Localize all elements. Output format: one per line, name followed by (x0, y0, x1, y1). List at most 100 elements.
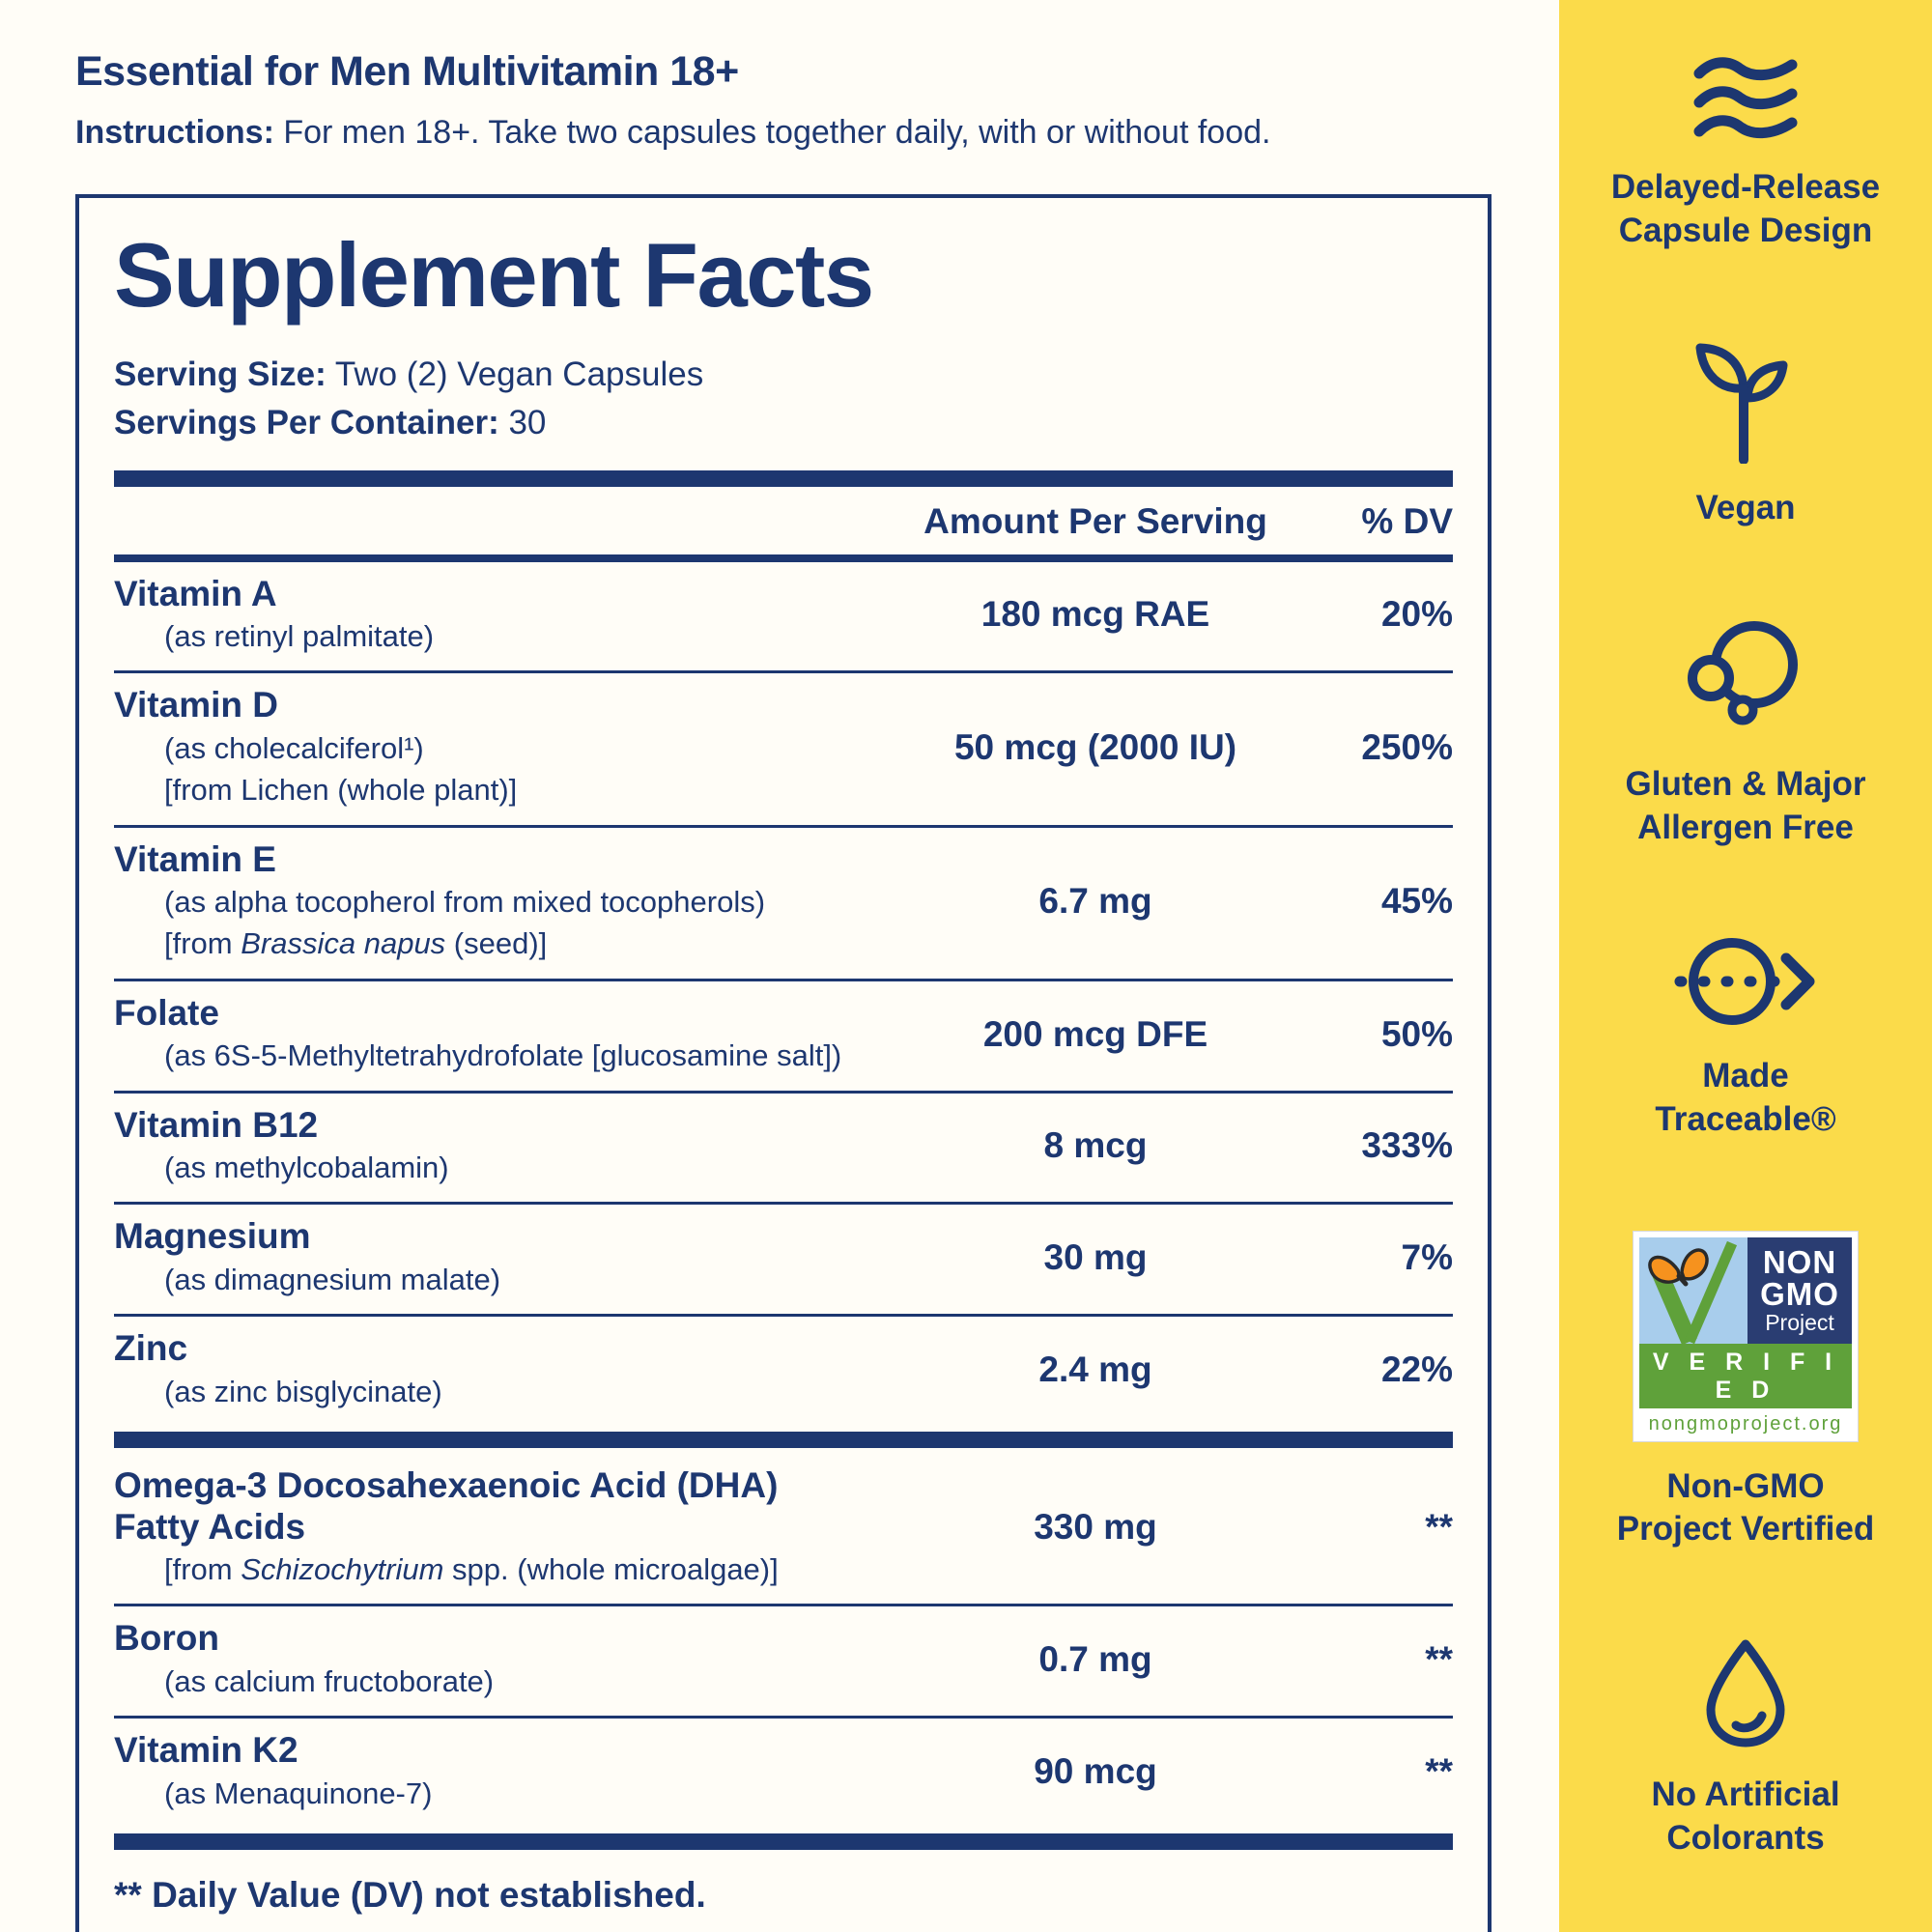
product-title: Essential for Men Multivitamin 18+ (75, 48, 739, 95)
feature-delayed-release: Delayed-Release Capsule Design (1611, 54, 1880, 253)
nutrient-name: Omega-3 Docosahexaenoic Acid (DHA) Fatty… (114, 1465, 779, 1547)
non-gmo-badge-line2: GMO (1760, 1276, 1839, 1313)
table-header-row: Amount Per Serving % DV (114, 487, 1453, 554)
feature-no-artificial-colorants: No Artificial Colorants (1651, 1636, 1840, 1861)
nutrient-amount: 90 mcg (1034, 1751, 1157, 1792)
nutrient-detail: (as zinc bisglycinate) (164, 1374, 442, 1408)
nutrient-detail: (as dimagnesium malate) (164, 1262, 501, 1296)
nutrient-row: Vitamin B12 (as methylcobalamin) 8 mcg 333% (114, 1090, 1453, 1203)
table-bottom-bar (114, 1833, 1453, 1851)
nutrient-name-cell: Boron (as calcium fructoborate) (114, 1618, 883, 1701)
serving-size-line: Serving Size: Two (2) Vegan Capsules (114, 351, 1453, 399)
non-gmo-badge-verified-band: V E R I F I E D (1638, 1343, 1852, 1408)
nutrient-detail: [from Schizochytrium spp. (whole microal… (164, 1552, 779, 1587)
nutrient-dv: 7% (1401, 1237, 1453, 1278)
linked-circles-icon (1688, 621, 1798, 725)
dv-footnote: ** Daily Value (DV) not established. (114, 1875, 706, 1916)
instructions-label: Instructions: (75, 114, 274, 151)
nutrient-row: Boron (as calcium fructoborate) 0.7 mg ** (114, 1604, 1453, 1716)
feature-label-gluten-free: Gluten & Major Allergen Free (1625, 765, 1866, 847)
serving-size-label: Serving Size: (114, 355, 327, 394)
nutrient-dv: ** (1425, 1507, 1453, 1548)
feature-label-vegan: Vegan (1695, 488, 1796, 526)
nutrient-amount: 2.4 mg (1038, 1350, 1152, 1390)
nutrient-name: Vitamin K2 (114, 1730, 298, 1771)
nutrient-detail: (as 6S-5-Methyltetrahydrofolate [glucosa… (164, 1038, 842, 1073)
non-gmo-badge-url: nongmoproject.org (1648, 1412, 1843, 1435)
nutrient-dv: ** (1425, 1639, 1453, 1680)
nutrient-detail: (as retinyl palmitate) (164, 619, 435, 654)
nutrient-rows: Vitamin A (as retinyl palmitate) 180 mcg R… (114, 562, 1453, 1829)
nutrient-dv: 20% (1380, 594, 1453, 635)
serving-size-value: Two (2) Vegan Capsules (326, 355, 704, 394)
feature-label-no-artificial-colorants: No Artificial Colorants (1651, 1776, 1840, 1857)
non-gmo-badge-line1: NON (1762, 1244, 1837, 1281)
nutrient-row: Vitamin A (as retinyl palmitate) 180 mcg R… (114, 562, 1453, 671)
nutrient-detail: (as alpha tocopherol from mixed tocopher… (164, 885, 766, 920)
nutrient-row: Vitamin E (as alpha tocopherol from mixed… (114, 824, 1453, 979)
nutrient-row: Zinc (as zinc bisglycinate) 2.4 mg 22% (114, 1314, 1453, 1426)
amount-column-header: Amount Per Serving (923, 500, 1267, 541)
nutrient-name: Vitamin E (114, 838, 276, 879)
nutrient-row: Vitamin K2 (as Menaquinone-7) 90 mcg ** (114, 1716, 1453, 1828)
traceable-arrow-icon (1674, 937, 1815, 1025)
header-divider-bar (114, 554, 1453, 562)
nutrient-name-cell: Omega-3 Docosahexaenoic Acid (DHA) Fatty… (114, 1465, 883, 1589)
waves-icon (1693, 57, 1798, 139)
nutrient-detail: [from Lichen (whole plant)] (164, 773, 518, 808)
nutrient-amount: 8 mcg (1043, 1125, 1148, 1166)
servings-per-container-label: Servings Per Container: (114, 403, 499, 441)
nutrient-name: Boron (114, 1618, 219, 1659)
nutrient-name-cell: Vitamin E (as alpha tocopherol from mixed… (114, 839, 883, 964)
nutrient-name: Vitamin B12 (114, 1104, 319, 1145)
servings-per-container-value: 30 (498, 403, 547, 441)
label-main: Essential for Men Multivitamin 18+ Instr… (75, 48, 1492, 1932)
feature-made-traceable: Made Traceable® (1655, 931, 1836, 1142)
nutrient-name-cell: Vitamin K2 (as Menaquinone-7) (114, 1730, 883, 1813)
supplement-facts-heading: Supplement Facts (114, 224, 874, 327)
feature-label-delayed-release: Delayed-Release Capsule Design (1610, 168, 1881, 249)
nutrient-amount: 6.7 mg (1038, 881, 1152, 922)
table-top-bar (114, 469, 1453, 487)
dv-column-header: % DV (1361, 500, 1453, 541)
nutrient-dv: 333% (1361, 1125, 1453, 1166)
feature-label-made-traceable: Made Traceable® (1655, 1056, 1836, 1138)
servings-per-container-line: Servings Per Container: 30 (114, 399, 1453, 447)
nutrient-row: Folate (as 6S-5-Methyltetrahydrofolate [g… (114, 978, 1453, 1091)
nutrient-name: Vitamin D (114, 685, 278, 725)
non-gmo-badge-text-panel: NON GMO Project (1747, 1236, 1852, 1344)
nutrient-detail: [from Brassica napus (seed)] (164, 926, 548, 961)
non-gmo-project-verified-badge: NON GMO Project V E R I F I E D nongmopr… (1632, 1230, 1859, 1442)
instructions: Instructions: For men 18+. Take two caps… (75, 111, 1492, 154)
nutrient-row: Magnesium (as dimagnesium malate) 30 mg 7% (114, 1202, 1453, 1314)
nutrient-amount: 30 mg (1043, 1237, 1148, 1278)
nutrient-name-cell: Magnesium (as dimagnesium malate) (114, 1216, 883, 1299)
non-gmo-badge-art (1638, 1236, 1747, 1344)
instructions-text: For men 18+. Take two capsules together … (273, 114, 1271, 151)
nutrient-name-cell: Folate (as 6S-5-Methyltetrahydrofolate [g… (114, 993, 883, 1076)
nutrient-amount: 330 mg (1034, 1507, 1157, 1548)
nutrient-name: Magnesium (114, 1216, 311, 1257)
nutrient-row: Vitamin D (as cholecalciferol¹) [from Lich… (114, 670, 1453, 824)
feature-non-gmo: NON GMO Project V E R I F I E D nongmopr… (1616, 1230, 1875, 1552)
non-gmo-badge-top: NON GMO Project (1638, 1236, 1852, 1344)
nutrient-amount: 50 mcg (2000 IU) (953, 726, 1237, 767)
feature-gluten-free: Gluten & Major Allergen Free (1625, 611, 1866, 850)
nutrient-amount: 0.7 mg (1038, 1639, 1152, 1680)
nutrient-detail: (as calcium fructoborate) (164, 1664, 495, 1698)
nutrient-name-cell: Zinc (as zinc bisglycinate) (114, 1328, 883, 1411)
nutrient-name: Folate (114, 992, 219, 1033)
nutrient-dv: 45% (1380, 881, 1453, 922)
droplet-icon (1706, 1639, 1785, 1747)
nutrient-name-cell: Vitamin B12 (as methylcobalamin) (114, 1105, 883, 1188)
nutrient-name: Vitamin A (114, 573, 277, 613)
nutrient-detail: (as Menaquinone-7) (164, 1776, 433, 1810)
feature-label-non-gmo: Non-GMO Project Vertified (1616, 1466, 1875, 1548)
nutrient-dv: 50% (1380, 1013, 1453, 1054)
nutrient-row: Omega-3 Docosahexaenoic Acid (DHA) Fatty… (114, 1454, 1453, 1604)
butterfly-checkmark-icon (1648, 1240, 1738, 1344)
nutrient-amount: 180 mcg RAE (980, 594, 1210, 635)
nutrient-amount: 200 mcg DFE (982, 1013, 1208, 1054)
feature-vegan: Vegan (1688, 338, 1804, 530)
